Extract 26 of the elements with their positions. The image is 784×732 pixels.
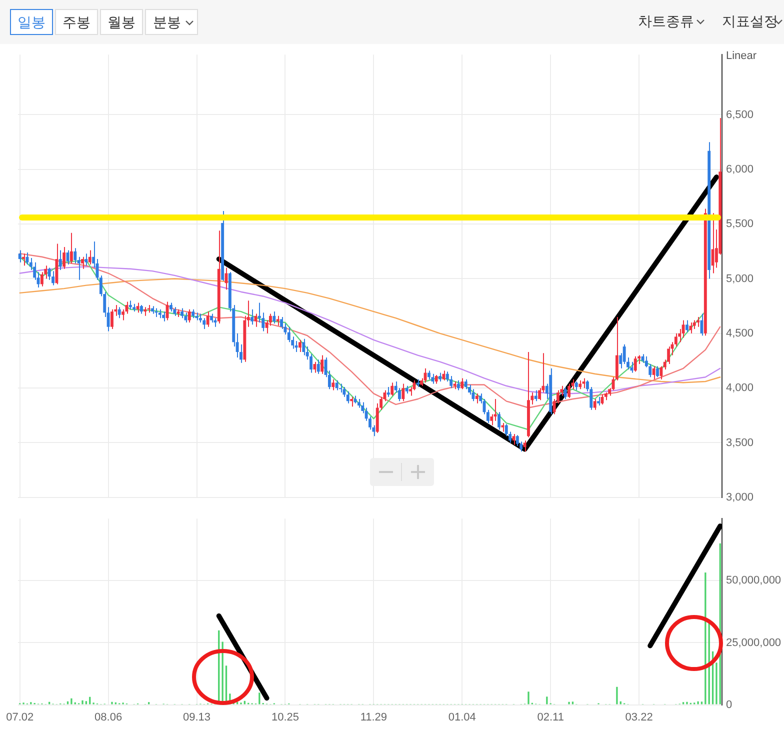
y-tick-label: 5,000 [726,272,754,285]
text: 주봉 [62,14,90,30]
x-tick-label: 10.25 [271,711,299,724]
y-tick-label: 3,000 [726,491,754,504]
x-tick-label: 01.04 [448,711,476,724]
x-tick-label: 09.13 [183,711,211,724]
x-tick-label: 02.11 [537,711,564,724]
y-tick-label: 5,500 [726,218,754,230]
y-tick-label: 50,000,000 [726,574,782,587]
text: 일봉 [18,14,46,30]
text: 분봉 [153,14,181,30]
x-tick-label: 08.06 [94,711,122,724]
y-tick-label: 4,500 [726,327,754,340]
text: 월봉 [108,14,136,30]
y-tick-label: 0 [726,698,732,711]
y-tick-label: 6,500 [726,108,754,121]
x-tick-label: 11.29 [360,711,388,724]
y-tick-label: 6,000 [726,163,754,176]
x-tick-label: 07.02 [6,711,34,724]
text: 차트종류 [638,13,694,29]
text: 지표설정 [722,13,778,29]
y-tick-label: 3,500 [726,436,754,449]
x-tick-label: 03.22 [625,711,653,724]
y-tick-label: 25,000,000 [726,636,782,649]
text: Linear [726,50,757,62]
y-tick-label: 4,000 [726,382,754,394]
